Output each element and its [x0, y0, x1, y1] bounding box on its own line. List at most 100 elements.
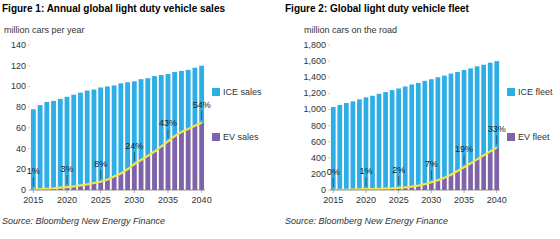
legend-swatch	[212, 133, 220, 141]
x-tick	[167, 190, 168, 193]
y-tick-label: 60	[16, 123, 26, 133]
y-tick	[328, 93, 330, 94]
legend-label: EV fleet	[518, 132, 550, 142]
plot-area	[31, 66, 204, 190]
y-tick-label: 200	[311, 169, 326, 179]
bar	[409, 84, 414, 186]
annotation: 19%	[455, 144, 473, 154]
x-axis-line	[30, 190, 205, 191]
y-tick	[28, 190, 30, 191]
bar	[145, 78, 150, 156]
x-tick-label: 2040	[192, 195, 212, 205]
bar	[481, 155, 486, 190]
annotation: 0%	[327, 167, 340, 177]
annotation: 8%	[94, 159, 107, 169]
bar	[455, 72, 460, 171]
bar	[199, 66, 204, 123]
bar	[199, 123, 204, 190]
bar	[462, 167, 467, 190]
annotation-leader	[167, 129, 168, 138]
annotation-leader	[365, 177, 366, 186]
annotation-leader	[67, 175, 68, 184]
trend-line	[33, 123, 201, 190]
x-tick	[398, 190, 399, 193]
y-tick-label: 1,200	[303, 88, 326, 98]
annotation-leader	[333, 178, 334, 187]
annotation: 1%	[359, 166, 372, 176]
annotation-leader	[33, 177, 34, 186]
y-tick-label: 400	[311, 153, 326, 163]
title: Figure 2: Global light duty vehicle flee…	[285, 3, 470, 14]
x-tick	[134, 190, 135, 193]
bar	[494, 147, 499, 190]
bar	[475, 66, 480, 159]
x-tick-label: 2030	[421, 195, 441, 205]
bar	[488, 151, 493, 190]
y-tick	[328, 190, 330, 191]
y-tick	[28, 45, 30, 46]
bar	[383, 92, 388, 188]
annotation-leader	[496, 135, 497, 144]
bar	[125, 169, 130, 190]
x-tick	[464, 190, 465, 193]
bar	[31, 109, 36, 189]
y-tick-label: 0	[21, 185, 26, 195]
y-tick-label: 140	[11, 40, 26, 50]
bar	[331, 107, 336, 190]
bar	[44, 102, 49, 189]
x-tick-label: 2020	[356, 195, 376, 205]
bar	[468, 163, 473, 190]
y-tick-label: 20	[16, 164, 26, 174]
y-tick	[28, 127, 30, 128]
bar	[78, 93, 83, 186]
bar	[186, 129, 191, 190]
bar	[166, 74, 171, 141]
bar	[442, 178, 447, 190]
y-tick	[328, 61, 330, 62]
y-tick-label: 800	[311, 121, 326, 131]
source: Source: Bloomberg New Energy Finance	[285, 216, 448, 226]
bar	[112, 177, 117, 190]
chart: Figure 2: Global light duty vehicle flee…	[285, 3, 553, 226]
legend-swatch	[212, 88, 220, 96]
bar	[58, 99, 63, 188]
x-axis-line	[330, 190, 500, 191]
legend-label: ICE sales	[223, 87, 262, 97]
bar	[455, 171, 460, 190]
x-tick-label: 2035	[454, 195, 474, 205]
bar	[145, 156, 150, 190]
legend-swatch	[507, 88, 515, 96]
y-axis-label: million cars on the road	[304, 25, 397, 35]
bar	[112, 85, 117, 176]
bar	[118, 173, 123, 190]
annotation-leader	[100, 170, 101, 179]
bar	[377, 94, 382, 189]
annotation-leader	[431, 170, 432, 179]
x-tick-label: 2020	[57, 195, 77, 205]
y-tick-label: 1,800	[303, 40, 326, 50]
y-tick	[28, 86, 30, 87]
legend-item: ICE sales	[212, 87, 262, 97]
legend-label: EV sales	[223, 132, 259, 142]
y-tick	[328, 109, 330, 110]
x-tick-label: 2030	[124, 195, 144, 205]
bar	[351, 101, 356, 189]
bar	[85, 91, 90, 185]
annotation: 2%	[392, 165, 405, 175]
x-tick-label: 2040	[487, 195, 507, 205]
x-tick	[100, 190, 101, 193]
bar	[416, 83, 421, 186]
y-tick	[328, 157, 330, 158]
bar	[449, 74, 454, 175]
bar	[481, 65, 486, 156]
bar	[152, 152, 157, 190]
x-tick	[33, 190, 34, 193]
bar	[125, 82, 130, 169]
bar	[118, 83, 123, 173]
y-tick	[28, 148, 30, 149]
title: Figure 1: Annual global light duty vehic…	[2, 3, 225, 14]
bar	[139, 160, 144, 190]
annotation: 24%	[125, 141, 143, 151]
source: Source: Bloomberg New Energy Finance	[2, 216, 165, 226]
x-tick-label: 2025	[91, 195, 111, 205]
